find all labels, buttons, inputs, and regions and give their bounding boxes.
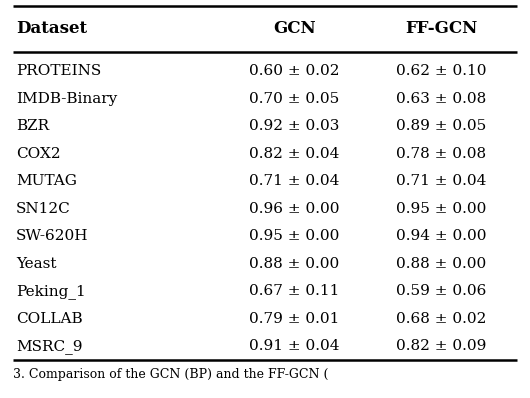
Text: MUTAG: MUTAG xyxy=(16,174,77,188)
Text: 0.88 ± 0.00: 0.88 ± 0.00 xyxy=(396,257,487,271)
Text: 0.79 ± 0.01: 0.79 ± 0.01 xyxy=(249,312,339,326)
Text: 0.89 ± 0.05: 0.89 ± 0.05 xyxy=(396,119,487,133)
Text: SW-620H: SW-620H xyxy=(16,230,89,244)
Text: 0.88 ± 0.00: 0.88 ± 0.00 xyxy=(249,257,339,271)
Text: 0.70 ± 0.05: 0.70 ± 0.05 xyxy=(249,92,339,106)
Text: 0.71 ± 0.04: 0.71 ± 0.04 xyxy=(249,174,339,188)
Text: 0.95 ± 0.00: 0.95 ± 0.00 xyxy=(396,202,487,216)
Text: 0.96 ± 0.00: 0.96 ± 0.00 xyxy=(249,202,339,216)
Text: PROTEINS: PROTEINS xyxy=(16,64,101,78)
Text: 0.95 ± 0.00: 0.95 ± 0.00 xyxy=(249,230,339,244)
Text: 0.67 ± 0.11: 0.67 ± 0.11 xyxy=(249,285,339,298)
Text: GCN: GCN xyxy=(273,20,315,37)
Text: 0.94 ± 0.00: 0.94 ± 0.00 xyxy=(396,230,487,244)
Text: COLLAB: COLLAB xyxy=(16,312,83,326)
Text: 0.71 ± 0.04: 0.71 ± 0.04 xyxy=(396,174,487,188)
Text: 3. Comparison of the GCN (BP) and the FF-GCN (: 3. Comparison of the GCN (BP) and the FF… xyxy=(13,368,329,381)
Text: 0.59 ± 0.06: 0.59 ± 0.06 xyxy=(396,285,487,298)
Text: 0.92 ± 0.03: 0.92 ± 0.03 xyxy=(249,119,339,133)
Text: FF-GCN: FF-GCN xyxy=(405,20,478,37)
Text: 0.63 ± 0.08: 0.63 ± 0.08 xyxy=(396,92,487,106)
Text: 0.68 ± 0.02: 0.68 ± 0.02 xyxy=(396,312,487,326)
Text: Dataset: Dataset xyxy=(16,20,87,37)
Text: COX2: COX2 xyxy=(16,147,60,161)
Text: Peking_1: Peking_1 xyxy=(16,284,86,299)
Text: 0.82 ± 0.04: 0.82 ± 0.04 xyxy=(249,147,339,161)
Text: BZR: BZR xyxy=(16,119,49,133)
Text: MSRC_9: MSRC_9 xyxy=(16,339,82,354)
Text: 0.78 ± 0.08: 0.78 ± 0.08 xyxy=(396,147,487,161)
Text: 0.62 ± 0.10: 0.62 ± 0.10 xyxy=(396,64,487,78)
Text: 0.60 ± 0.02: 0.60 ± 0.02 xyxy=(249,64,339,78)
Text: Yeast: Yeast xyxy=(16,257,56,271)
Text: 0.82 ± 0.09: 0.82 ± 0.09 xyxy=(396,339,487,353)
Text: IMDB-Binary: IMDB-Binary xyxy=(16,92,117,106)
Text: SN12C: SN12C xyxy=(16,202,70,216)
Text: 0.91 ± 0.04: 0.91 ± 0.04 xyxy=(249,339,339,353)
